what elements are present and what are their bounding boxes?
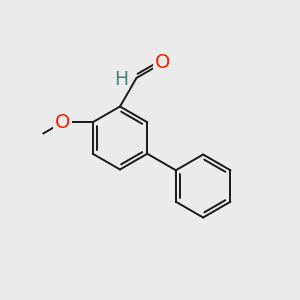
Text: H: H (114, 70, 128, 89)
Text: O: O (155, 53, 170, 72)
Text: O: O (55, 113, 70, 132)
